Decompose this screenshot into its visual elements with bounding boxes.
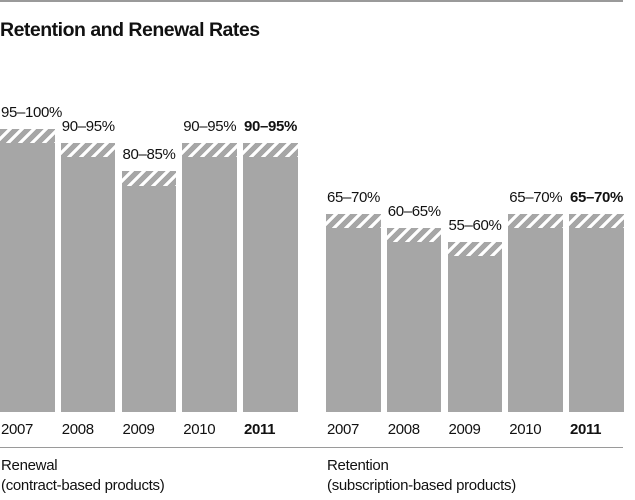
bar-solid-fill xyxy=(60,157,116,412)
bar-value-label: 55–60% xyxy=(448,217,502,235)
group-subtitle: (subscription-based products) xyxy=(327,476,516,494)
bar-range-hatch xyxy=(182,143,237,158)
bar-value-label: 60–65% xyxy=(387,203,441,221)
bar-solid-fill xyxy=(569,228,624,412)
year-label: 2007 xyxy=(1,420,33,438)
group-label-retention: Retention (subscription-based products) xyxy=(327,456,516,495)
bar-value-label: 65–70% xyxy=(509,188,563,206)
year-label: 2010 xyxy=(183,420,216,438)
group-name: Renewal xyxy=(1,457,58,474)
bar-renewal-2010 xyxy=(182,143,237,412)
bottom-rule xyxy=(0,446,623,448)
bar-range-hatch xyxy=(508,213,563,229)
bar-range-hatch xyxy=(60,143,116,158)
bar-solid-fill xyxy=(121,185,176,412)
group-name: Retention xyxy=(327,457,389,474)
bar-value-label: 90–95% xyxy=(183,118,237,136)
bar-range-hatch xyxy=(243,143,298,158)
year-label: 2009 xyxy=(448,420,481,438)
bar-solid-fill xyxy=(182,157,237,412)
bar-value-label: 90–95% xyxy=(244,118,297,136)
bar-retention-2007 xyxy=(326,213,381,412)
group-label-renewal: Renewal (contract-based products) xyxy=(1,456,165,495)
bar-value-label: 90–95% xyxy=(61,118,115,136)
bar-renewal-2011 xyxy=(243,143,298,412)
group-subtitle: (contract-based products) xyxy=(1,476,165,494)
bar-solid-fill xyxy=(326,228,381,412)
bar-retention-2009 xyxy=(447,242,502,412)
bar-value-label: 80–85% xyxy=(122,146,176,164)
bar-solid-fill xyxy=(0,143,55,412)
bar-retention-2011 xyxy=(569,213,624,412)
year-label: 2008 xyxy=(61,420,94,438)
chart-title: Retention and Renewal Rates xyxy=(0,19,260,42)
year-label: 2009 xyxy=(122,420,155,438)
bar-range-hatch xyxy=(0,129,55,144)
bar-range-hatch xyxy=(326,213,381,229)
year-label: 2008 xyxy=(387,420,420,438)
bar-solid-fill xyxy=(243,157,298,412)
bar-renewal-2009 xyxy=(121,171,176,412)
bar-retention-2010 xyxy=(508,213,563,412)
year-label: 2011 xyxy=(570,420,602,438)
bar-range-hatch xyxy=(386,228,442,243)
year-label: 2010 xyxy=(509,420,542,438)
bar-range-hatch xyxy=(121,171,176,186)
bar-renewal-2007 xyxy=(0,129,55,412)
bar-retention-2008 xyxy=(386,228,442,412)
year-label: 2011 xyxy=(244,420,276,438)
bar-range-hatch xyxy=(447,242,502,257)
bar-value-label: 65–70% xyxy=(570,188,623,206)
bar-value-label: 65–70% xyxy=(327,188,380,206)
bar-range-hatch xyxy=(569,213,624,229)
year-label: 2007 xyxy=(327,420,359,438)
bar-renewal-2008 xyxy=(60,143,116,412)
bar-solid-fill xyxy=(447,256,502,412)
bar-solid-fill xyxy=(508,228,563,412)
bar-value-label: 95–100% xyxy=(1,104,62,121)
bar-solid-fill xyxy=(386,242,442,412)
top-rule xyxy=(0,0,623,2)
